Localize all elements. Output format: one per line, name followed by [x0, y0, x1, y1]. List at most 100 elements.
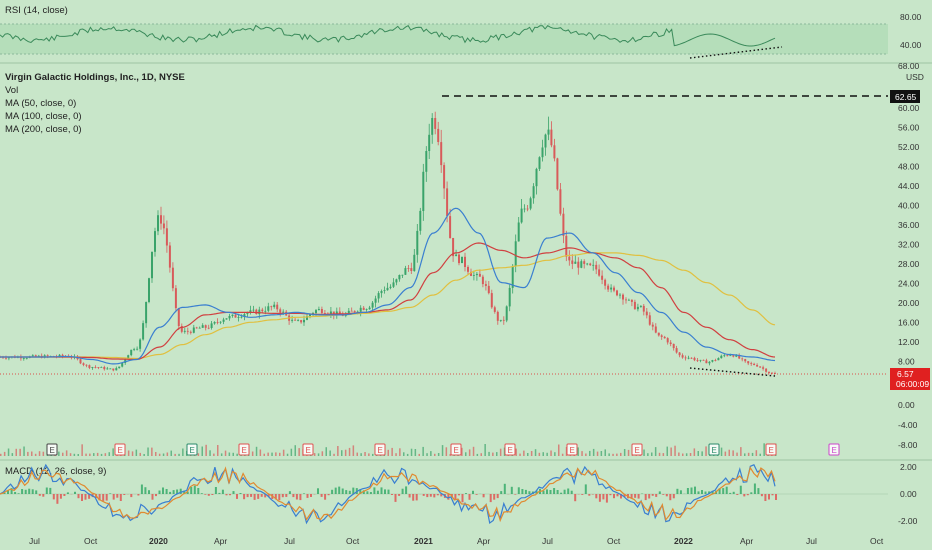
rsi-panel: RSI (14, close) 80.00 40.00 [0, 5, 932, 64]
macd-hist-bar [422, 494, 425, 496]
volume-bar [403, 452, 405, 456]
volume-bar [279, 452, 281, 456]
volume-bar [224, 450, 227, 456]
earnings-icon[interactable] [765, 443, 777, 456]
earnings-icon[interactable] [450, 443, 462, 456]
macd-hist-bar [708, 491, 711, 494]
candle-body [368, 307, 371, 310]
volume-bar [519, 453, 521, 456]
macd-hist-bar [669, 494, 672, 501]
candle-body [648, 315, 651, 325]
macd-hist-bar [295, 494, 298, 500]
volume-bar [356, 452, 358, 456]
volume-bar [736, 452, 738, 456]
macd-hist-bar [679, 490, 682, 494]
macd-hist-bar [549, 490, 552, 494]
candle-body [577, 261, 580, 268]
candle-body [22, 358, 25, 359]
earnings-icon[interactable] [374, 443, 386, 456]
candle-body [5, 357, 7, 359]
candle-body [669, 342, 672, 344]
volume-bar [406, 453, 409, 456]
candle-body [195, 327, 198, 329]
macd-hist-bar [620, 494, 622, 499]
volume-bar [651, 452, 653, 456]
macd-hist-bar [750, 492, 753, 494]
volume-bar [85, 453, 87, 456]
earnings-icon[interactable] [186, 443, 198, 456]
macd-hist-bar [493, 494, 496, 500]
volume-bar [69, 453, 72, 456]
earnings-marker-label: E [118, 446, 123, 455]
volume-bar [317, 453, 320, 456]
candle-body [610, 287, 613, 290]
candle-body [496, 311, 499, 321]
macd-hist-bar [155, 494, 157, 497]
volume-bar [678, 452, 680, 456]
earnings-marker-label: E [378, 446, 383, 455]
macd-hist-bar [535, 490, 538, 494]
earnings-icon[interactable] [504, 443, 516, 456]
macd-histogram [3, 483, 777, 504]
macd-hist-bar [775, 494, 777, 500]
volume-bar [550, 450, 552, 456]
candle-body [657, 332, 660, 336]
macd-hist-bar [158, 490, 161, 494]
candle-body [398, 275, 401, 280]
earnings-marker-label: E [306, 446, 311, 455]
rsi-label: RSI (14, close) [5, 5, 68, 16]
volume-bar [674, 445, 676, 456]
macd-hist-bar [14, 492, 17, 494]
earnings-icon[interactable] [708, 443, 720, 456]
macd-hist-bar [556, 490, 559, 494]
macd-hist-bar [144, 487, 147, 494]
candle-body [127, 355, 130, 360]
earnings-icon[interactable] [828, 443, 840, 456]
candle-body [434, 118, 437, 129]
candle-body [395, 279, 398, 283]
earnings-icon[interactable] [631, 443, 643, 456]
candle-body [353, 310, 356, 312]
earnings-icon[interactable] [46, 443, 58, 456]
macd-hist-bar [137, 494, 140, 496]
candle-body [404, 268, 407, 275]
macd-hist-bar [676, 488, 679, 494]
candle-body [130, 349, 133, 356]
candle-body [562, 213, 565, 236]
macd-hist-bar [35, 490, 38, 494]
volume-bar [11, 453, 14, 456]
macd-hist-bar [285, 494, 288, 497]
rsi-line [0, 24, 776, 47]
macd-hist-bar [546, 489, 548, 494]
candle-body [371, 302, 374, 308]
macd-hist-bar [771, 494, 774, 496]
candle-body [192, 327, 195, 333]
volume-bar [434, 453, 436, 456]
volume-bar [360, 453, 362, 456]
macd-hist-bar [257, 494, 260, 499]
candle-body [636, 306, 639, 310]
macd-hist-bar [655, 494, 658, 497]
candle-body [633, 301, 636, 310]
price-tick: 56.00 [898, 123, 920, 133]
candle-body [598, 269, 601, 276]
candle-body [747, 361, 750, 364]
candle-body [383, 290, 386, 291]
earnings-marker-label: E [570, 446, 575, 455]
volume-bar [414, 449, 417, 456]
candle-body [446, 188, 449, 216]
earnings-icon[interactable] [238, 443, 250, 456]
volume-bar [352, 445, 355, 456]
macd-hist-bar [732, 491, 735, 494]
price-tick: 24.00 [898, 279, 920, 289]
earnings-icon[interactable] [302, 443, 314, 456]
earnings-icon[interactable] [114, 443, 126, 456]
ma100-label: MA (100, close, 0) [5, 111, 82, 122]
macd-hist-bar [21, 489, 24, 494]
macd-hist-bar [591, 494, 594, 495]
macd-hist-bar [236, 494, 238, 499]
earnings-icon[interactable] [566, 443, 578, 456]
macd-hist-bar [648, 494, 651, 499]
price-ticks: 60.00 56.00 52.00 48.00 44.00 40.00 36.00 32.00… [898, 103, 920, 367]
